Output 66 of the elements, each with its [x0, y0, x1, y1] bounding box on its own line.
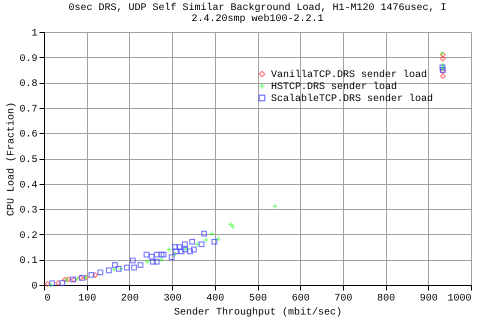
x-tick-label: 800	[377, 294, 396, 304]
point	[130, 258, 136, 264]
y-tick-label: 0.7	[19, 104, 38, 116]
chart-title: 0sec DRS, UDP Self Similar Background Load, H1-M120 1476usec, I	[68, 2, 447, 14]
point	[194, 241, 200, 248]
point	[228, 221, 234, 228]
point	[440, 73, 446, 80]
point	[88, 272, 94, 278]
point	[144, 252, 150, 258]
point	[148, 254, 154, 260]
x-tick-label: 1000	[447, 294, 472, 304]
x-axis-title: Sender Throughput (mbit/sec)	[174, 306, 342, 318]
y-tick-label: 1	[31, 28, 38, 40]
point	[124, 264, 130, 270]
y-tick-label: 0.5	[19, 155, 38, 166]
point	[215, 236, 222, 242]
point	[160, 252, 166, 258]
point	[97, 269, 104, 276]
point	[190, 246, 197, 252]
point	[201, 230, 208, 237]
y-tick-label: 0.9	[19, 54, 38, 65]
y-tick-label: 0.2	[19, 230, 38, 242]
point	[150, 258, 156, 265]
point	[168, 254, 175, 260]
x-tick-label: 700	[334, 294, 352, 304]
point	[154, 252, 160, 258]
y-tick-label: 0.1	[19, 256, 38, 268]
y-tick-label: 0.3	[19, 206, 38, 217]
point	[55, 280, 61, 286]
point	[92, 272, 98, 278]
x-tick-label: 100	[78, 294, 96, 304]
point	[189, 238, 196, 245]
y-tick-label: 0.8	[19, 79, 38, 90]
legend-label: ScalableTCP.DRS sender load	[271, 93, 434, 105]
point	[440, 56, 446, 62]
point	[154, 258, 160, 265]
point	[173, 248, 179, 254]
y-tick-label: 0.6	[19, 130, 38, 141]
y-tick-label: 0.4	[19, 180, 38, 192]
point	[44, 281, 50, 287]
x-tick-label: 400	[206, 294, 224, 304]
chart-subtitle: 2.4.20smp web100-2.2.1	[191, 13, 324, 25]
point	[59, 280, 66, 286]
x-tick-label: 200	[120, 294, 139, 304]
point	[112, 262, 118, 268]
point	[182, 241, 188, 248]
point	[176, 244, 182, 250]
point	[211, 238, 218, 245]
x-tick-label: 300	[164, 294, 182, 304]
point	[230, 224, 236, 230]
point	[187, 248, 193, 254]
point	[158, 252, 164, 258]
point	[106, 267, 112, 274]
x-tick-label: 0	[44, 294, 51, 304]
point	[198, 241, 204, 248]
x-tick-label: 500	[248, 294, 268, 304]
legend-label: VanillaTCP.DRS sender load	[271, 69, 428, 81]
point	[138, 262, 144, 268]
x-tick-label: 600	[292, 294, 310, 304]
point	[178, 248, 184, 254]
legend-label: HSTCP.DRS sender load	[271, 81, 398, 93]
x-tick-label: 900	[420, 294, 438, 304]
y-tick-label: 0	[31, 282, 38, 292]
point	[131, 264, 137, 270]
y-axis-title: CPU Load (Fraction)	[5, 102, 18, 216]
point	[172, 244, 178, 250]
